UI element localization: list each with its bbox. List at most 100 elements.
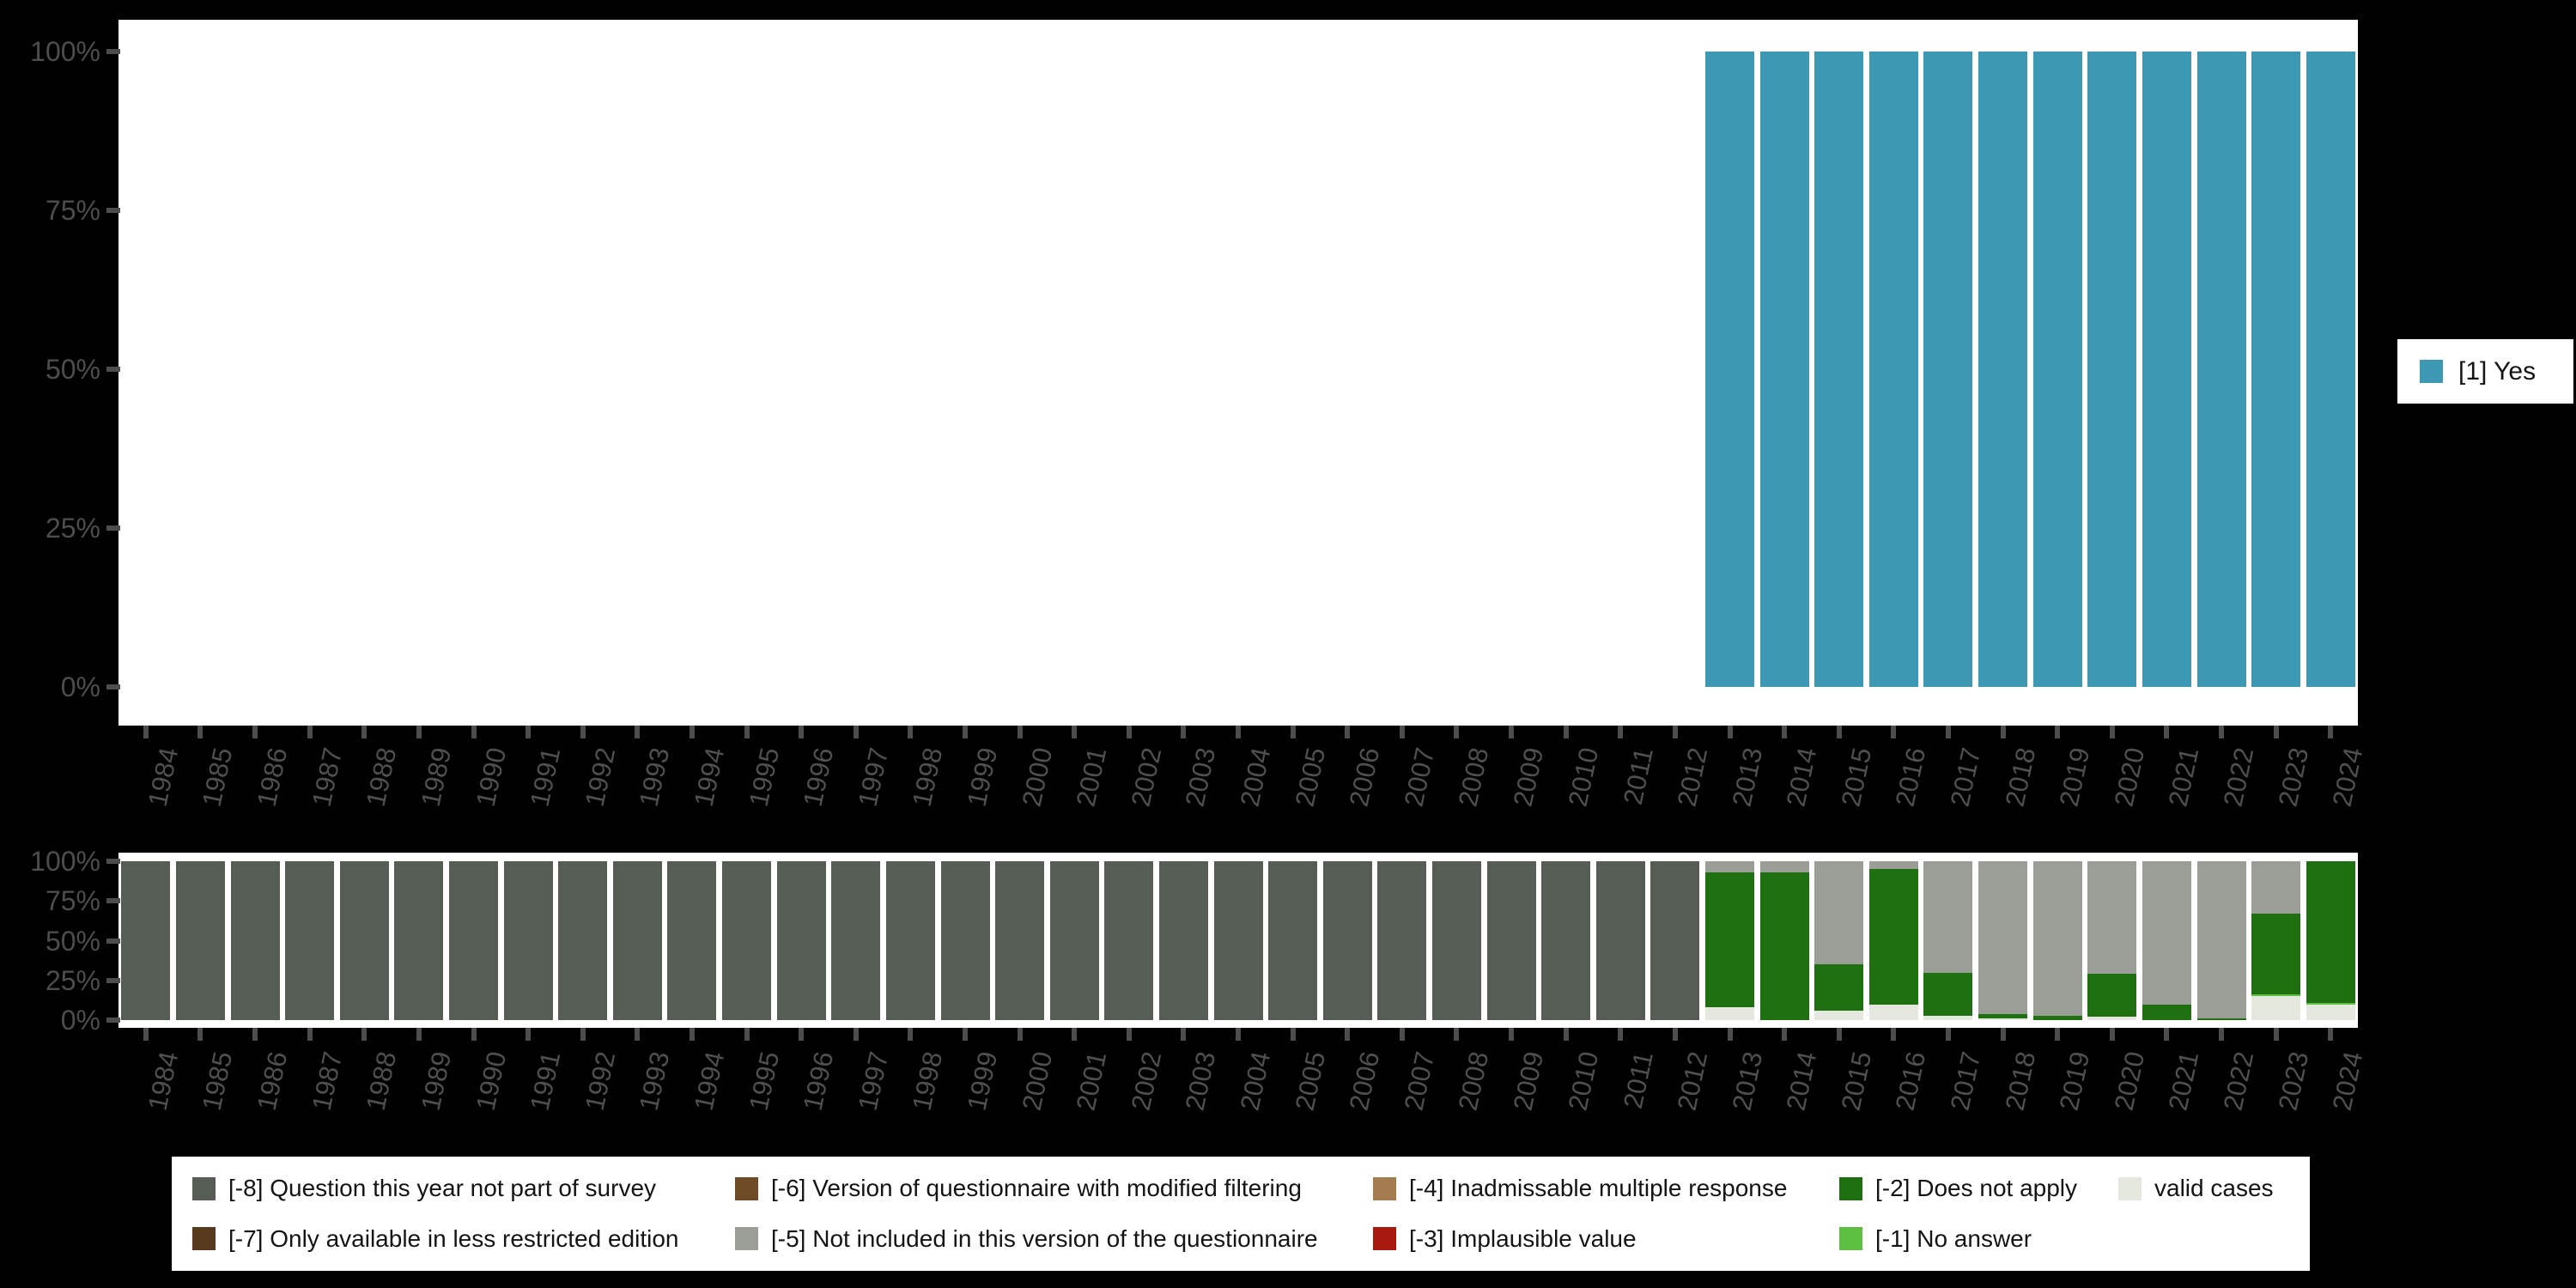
bar-segment-2019 [2032, 861, 2082, 1016]
bottom-x-tick-mark [416, 1028, 422, 1041]
top-year-label: 2017 [1944, 744, 1987, 810]
bottom-x-tick-mark [471, 1028, 477, 1041]
bottom-x-tick-mark [744, 1028, 750, 1041]
top-y-tick-mark [106, 684, 120, 690]
top-year-label: 1996 [797, 744, 840, 810]
top-x-tick-mark [307, 726, 313, 738]
bar-segment-2007 [1377, 861, 1427, 1020]
bar-segment-2013 [1705, 872, 1754, 1008]
legend-swatch [192, 1176, 216, 1200]
bar-segment-2024 [2306, 1004, 2355, 1020]
top-y-tick-label: 25% [45, 513, 100, 544]
bar-segment-2001 [1049, 861, 1099, 1020]
bottom-year-label: 1997 [852, 1048, 894, 1114]
top-year-label: 2014 [1780, 744, 1823, 810]
bar-segment-1989 [394, 861, 444, 1020]
bar-segment-2000 [995, 861, 1045, 1020]
top-year-label: 2011 [1617, 744, 1659, 808]
legend-label: [-1] No answer [1875, 1224, 2032, 1252]
bar-segment-2013 [1705, 52, 1754, 687]
top-x-tick-mark [799, 726, 805, 738]
bottom-year-label: 1995 [743, 1048, 785, 1114]
bottom-x-tick-mark [1727, 1028, 1733, 1041]
bar-segment-2002 [1104, 861, 1154, 1020]
missing-values-legend: [-8] Question this year not part of surv… [172, 1157, 2310, 1271]
bottom-year-label: 2018 [1999, 1048, 2041, 1114]
top-year-label: 1987 [306, 744, 348, 810]
bar-segment-1985 [175, 861, 225, 1020]
bar-segment-2019 [2032, 52, 2082, 687]
legend-swatch [1839, 1227, 1862, 1251]
legend-item: valid cases [2118, 1175, 2310, 1202]
bottom-year-label: 2023 [2272, 1048, 2314, 1114]
top-x-tick-mark [1290, 726, 1296, 738]
top-x-tick-mark [2273, 726, 2279, 738]
legend-swatch [735, 1176, 758, 1200]
bar-segment-2020 [2087, 861, 2137, 975]
bottom-x-tick-mark [2000, 1028, 2006, 1041]
top-y-tick-mark [106, 526, 120, 531]
bottom-year-label: 1991 [524, 1048, 567, 1114]
bottom-year-label: 2004 [1234, 1048, 1277, 1114]
bottom-x-tick-mark [1563, 1028, 1569, 1041]
top-y-tick-label: 0% [60, 671, 100, 702]
bottom-x-tick-mark [307, 1028, 313, 1041]
bottom-x-tick-mark [580, 1028, 586, 1041]
bar-segment-2020 [2087, 52, 2137, 687]
bottom-x-tick-mark [963, 1028, 968, 1041]
top-x-tick-mark [2219, 726, 2224, 738]
bar-segment-2019 [2032, 1015, 2082, 1021]
bottom-x-tick-mark [1236, 1028, 1241, 1041]
top-year-label: 1985 [197, 744, 239, 810]
top-y-tick-label: 75% [45, 195, 100, 226]
bottom-y-tick-mark [106, 859, 120, 864]
bar-segment-2021 [2142, 861, 2191, 1005]
bottom-x-tick-mark [853, 1028, 859, 1041]
bottom-year-label: 2021 [2163, 1048, 2205, 1114]
top-x-tick-mark [1618, 726, 1624, 738]
top-x-tick-mark [143, 726, 149, 738]
top-y-tick-mark [106, 367, 120, 372]
bar-segment-2005 [1268, 861, 1318, 1020]
bottom-x-tick-mark [635, 1028, 641, 1041]
top-x-tick-mark [908, 726, 914, 738]
bar-segment-2024 [2306, 1002, 2355, 1005]
bar-segment-2015 [1814, 861, 1864, 965]
top-x-tick-mark [2055, 726, 2061, 738]
bar-segment-2015 [1814, 964, 1864, 1011]
bar-segment-2021 [2142, 52, 2191, 687]
top-x-tick-mark [580, 726, 586, 738]
legend-label: [-7] Only available in less restricted e… [228, 1224, 679, 1252]
top-x-tick-mark [2328, 726, 2334, 738]
bar-segment-2023 [2251, 996, 2301, 1021]
bar-segment-1996 [776, 861, 826, 1020]
top-year-label: 2020 [2108, 744, 2151, 810]
bar-segment-2018 [1978, 1013, 2027, 1019]
bottom-x-tick-mark [1181, 1028, 1187, 1041]
bar-segment-2014 [1759, 872, 1809, 1021]
bar-segment-2018 [1978, 1018, 2027, 1021]
top-year-label: 2013 [1726, 744, 1768, 810]
top-year-label: 1988 [360, 744, 403, 810]
top-year-label: 2021 [2163, 744, 2205, 810]
top-y-tick-label: 50% [45, 354, 100, 385]
top-x-tick-mark [1836, 726, 1842, 738]
top-x-tick-mark [744, 726, 750, 738]
legend-item: [-1] No answer [1839, 1225, 2118, 1253]
bar-segment-2024 [2306, 861, 2355, 1003]
bottom-y-tick-label: 0% [60, 1005, 100, 1036]
bar-segment-2011 [1595, 861, 1645, 1020]
bar-segment-1993 [612, 861, 662, 1020]
bottom-year-label: 2017 [1944, 1048, 1987, 1114]
bottom-year-label: 2014 [1780, 1048, 1823, 1114]
bottom-x-tick-mark [799, 1028, 805, 1041]
bottom-x-tick-mark [1290, 1028, 1296, 1041]
bottom-year-label: 2015 [1835, 1048, 1877, 1114]
top-x-tick-mark [963, 726, 968, 738]
top-x-tick-mark [2164, 726, 2170, 738]
bar-segment-2022 [2196, 1018, 2246, 1021]
bar-segment-2017 [1923, 1015, 1973, 1021]
top-year-label: 2010 [1562, 744, 1604, 810]
top-year-label: 2001 [1070, 744, 1113, 810]
legend-label: [-5] Not included in this version of the… [771, 1224, 1318, 1252]
